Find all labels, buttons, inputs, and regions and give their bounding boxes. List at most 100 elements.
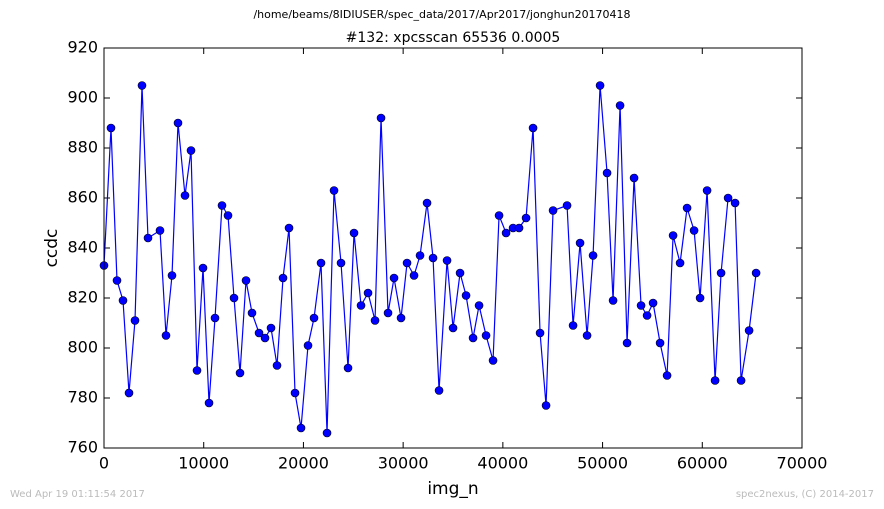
data-point <box>396 313 406 323</box>
data-point <box>186 146 196 155</box>
data-point <box>415 251 425 260</box>
data-point <box>198 263 208 273</box>
data-point <box>494 211 504 220</box>
data-point <box>247 308 257 318</box>
x-tick-label: 0 <box>99 454 109 473</box>
data-point <box>501 228 511 238</box>
data-point <box>383 308 393 318</box>
data-point <box>235 368 245 378</box>
data-point <box>173 118 183 128</box>
x-tick-label: 60000 <box>677 454 728 473</box>
data-point <box>106 123 116 133</box>
data-point <box>210 313 220 323</box>
data-point <box>675 258 685 268</box>
data-point <box>161 331 171 340</box>
data-point <box>112 276 122 285</box>
data-point <box>180 191 190 200</box>
data-point <box>629 173 639 183</box>
suptitle: /home/beams/8IDIUSER/spec_data/2017/Apr2… <box>253 8 630 21</box>
data-point <box>278 273 288 283</box>
y-tick-label: 760 <box>67 438 98 457</box>
data-point <box>702 186 712 195</box>
data-point <box>595 81 605 90</box>
data-point <box>309 313 319 323</box>
data-point <box>303 341 313 350</box>
x-tick-label: 70000 <box>777 454 828 473</box>
data-point <box>322 428 332 438</box>
data-point <box>428 253 438 263</box>
data-point <box>668 231 678 240</box>
data-point <box>260 333 270 343</box>
data-point <box>254 328 264 338</box>
data-point <box>575 238 585 248</box>
data-point <box>336 258 346 268</box>
y-tick-label: 860 <box>67 188 98 207</box>
data-point <box>642 311 652 320</box>
data-point <box>137 81 147 90</box>
data-point <box>481 331 491 340</box>
data-point <box>155 226 165 235</box>
y-tick-label: 880 <box>67 138 98 157</box>
data-point <box>272 361 282 370</box>
chart-title: #132: xpcsscan 65536 0.0005 <box>346 30 561 46</box>
x-tick-label: 30000 <box>378 454 429 473</box>
data-point <box>636 301 646 310</box>
data-point <box>290 388 300 398</box>
data-point <box>474 301 484 310</box>
y-tick-label: 800 <box>67 338 98 357</box>
data-point <box>602 168 612 178</box>
data-point <box>223 211 233 220</box>
data-point <box>124 388 134 398</box>
y-tick-label: 840 <box>67 238 98 257</box>
data-point <box>736 376 746 385</box>
x-tick-label: 20000 <box>278 454 329 473</box>
data-point <box>723 193 733 203</box>
data-point <box>682 203 692 213</box>
y-tick-label: 820 <box>67 288 98 307</box>
y-axis-label: ccdc <box>42 229 62 268</box>
data-point <box>468 333 478 343</box>
data-point <box>514 223 524 233</box>
data-point <box>615 101 625 110</box>
data-point <box>568 321 578 330</box>
data-point <box>710 376 720 385</box>
data-point <box>241 276 251 285</box>
data-point <box>402 258 412 268</box>
data-point <box>730 198 740 208</box>
x-tick-label: 50000 <box>577 454 628 473</box>
footer-right: spec2nexus, (C) 2014-2017 <box>736 489 874 500</box>
data-point <box>744 326 754 335</box>
data-point <box>535 328 545 338</box>
data-point <box>488 356 498 365</box>
x-tick-label: 40000 <box>477 454 528 473</box>
data-point <box>608 296 618 305</box>
y-tick-label: 780 <box>67 388 98 407</box>
data-point <box>562 201 572 210</box>
data-point <box>217 201 227 210</box>
data-point <box>716 268 726 278</box>
data-point <box>349 228 359 238</box>
data-point <box>622 338 632 348</box>
data-point <box>204 398 214 408</box>
data-point <box>582 331 592 340</box>
data-point <box>409 271 419 280</box>
data-point <box>229 293 239 303</box>
data-point <box>588 251 598 260</box>
data-point <box>541 401 551 410</box>
data-point <box>528 123 538 133</box>
data-point <box>316 258 326 268</box>
data-point <box>329 186 339 195</box>
data-point <box>448 323 458 333</box>
data-point <box>143 233 153 243</box>
data-point <box>662 371 672 380</box>
data-point <box>695 293 705 303</box>
data-point <box>284 223 294 233</box>
data-point <box>192 366 202 375</box>
y-tick-label: 900 <box>67 88 98 107</box>
data-point <box>130 316 140 325</box>
data-point <box>356 301 366 310</box>
data-point <box>751 268 761 278</box>
data-point <box>442 256 452 265</box>
data-point <box>434 386 444 395</box>
